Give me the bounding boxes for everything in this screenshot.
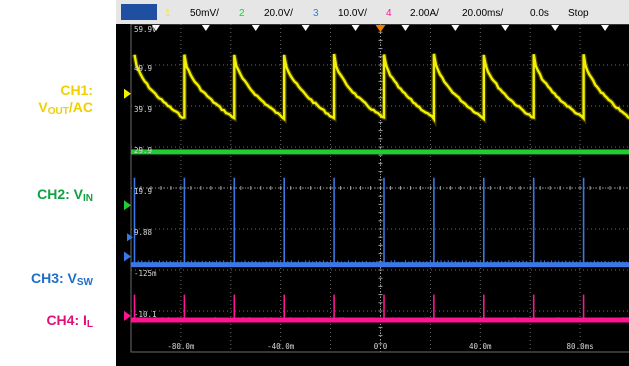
ch2-level-marker-icon xyxy=(124,200,131,211)
time-marker-icon xyxy=(151,25,160,31)
time-marker-icon xyxy=(601,25,610,31)
ch3-number: 3 xyxy=(313,8,319,19)
ch1-label: CH1: VOUT/AC xyxy=(38,82,93,120)
ch3-label: CH3: VSW xyxy=(30,270,93,288)
ch2-label: CH2: VIN xyxy=(37,186,93,204)
timebase: 20.00ms/ xyxy=(462,8,503,19)
ch1-level-marker-icon xyxy=(124,88,131,99)
ch4-scale: 2.00A/ xyxy=(410,8,439,19)
trigger-point-marker-icon xyxy=(375,25,386,32)
time-marker-icon xyxy=(301,25,310,31)
time-marker-icon xyxy=(401,25,410,31)
ch3-scale: 10.0V/ xyxy=(338,8,367,19)
trigger-level-marker-icon xyxy=(127,233,133,242)
ch4-number: 4 xyxy=(386,8,392,19)
delay: 0.0s xyxy=(530,8,549,19)
toolbar-bg xyxy=(116,0,629,24)
y-tick-label: 49.9 xyxy=(134,64,152,73)
ch2-number: 2 xyxy=(239,8,245,19)
y-tick-label: -10.1 xyxy=(134,310,157,319)
markers xyxy=(124,25,610,321)
run-status: Stop xyxy=(568,8,589,19)
time-marker-icon xyxy=(251,25,260,31)
time-marker-icon xyxy=(551,25,560,31)
ch1-number: 1 xyxy=(165,8,171,19)
grid xyxy=(130,23,629,353)
y-tick-label: 19.9 xyxy=(134,187,152,196)
x-tick-label: -40.0m xyxy=(267,342,295,351)
ch1-trace-glow xyxy=(132,53,629,128)
time-marker-icon xyxy=(351,25,360,31)
brand-logo-icon xyxy=(121,4,157,20)
ch4-level-marker-icon xyxy=(124,310,131,321)
x-tick-label: 0.0 xyxy=(374,342,388,351)
x-tick-label: 80.0ms xyxy=(567,342,594,351)
axis-labels: 59.9V 49.9 39.9 29.9 19.9 9.88 -125m -10.1 -80.0… xyxy=(134,25,594,351)
time-marker-icon xyxy=(501,25,510,31)
ch2-scale: 20.0V/ xyxy=(264,8,293,19)
x-tick-label: 40.0m xyxy=(469,342,492,351)
ch1-label-line1: CH1: xyxy=(60,82,93,98)
ch2-trace xyxy=(131,149,629,155)
time-marker-icon xyxy=(451,25,460,31)
y-tick-label: 39.9 xyxy=(134,105,152,114)
ch1-trace xyxy=(133,53,629,124)
y-tick-label: -125m xyxy=(134,269,157,278)
ch4-label: CH4: IL xyxy=(46,312,93,330)
x-tick-label: -80.0m xyxy=(167,342,195,351)
time-marker-icon xyxy=(201,25,210,31)
y-tick-label: 29.9 xyxy=(134,146,152,155)
traces xyxy=(130,53,629,323)
ch1-label-line2: VOUT/AC xyxy=(38,99,93,117)
scope-toolbar: 1 50mV/2 20.0V/3 10.0V/4 2.00A/20.00ms/0.0s S… xyxy=(116,0,629,24)
ch3-level-marker-icon xyxy=(124,251,131,262)
y-tick-label: 9.88 xyxy=(134,228,153,237)
ch1-scale: 50mV/ xyxy=(190,8,219,19)
y-tick-label: 59.9V xyxy=(134,25,157,34)
